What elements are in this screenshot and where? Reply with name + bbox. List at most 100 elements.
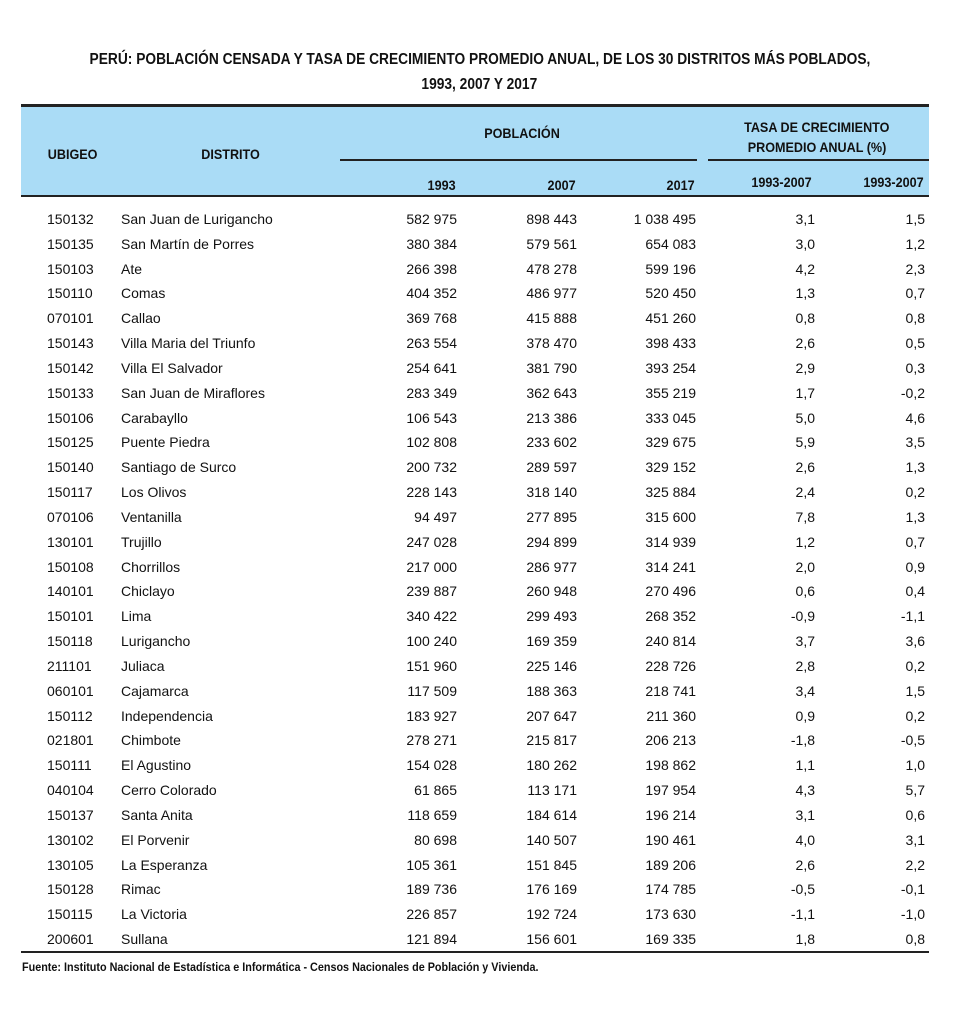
table-row: 150128 Rimac 189 736 176 169 174 785 -0,5 -0,1: [21, 877, 929, 902]
cell-tasa-1: 3,1: [795, 806, 815, 823]
cell-tasa-2: 1,3: [905, 459, 925, 476]
cell-distrito: Cerro Colorado: [121, 782, 217, 799]
cell-ubigeo: 150137: [47, 806, 94, 823]
cell-pob-2017: 198 862: [645, 757, 696, 774]
cell-ubigeo: 150140: [47, 459, 94, 476]
cell-distrito: La Victoria: [121, 906, 187, 923]
header-tasa-line1: TASA DE CRECIMIENTO: [744, 119, 890, 135]
table-row: 150111 El Agustino 154 028 180 262 198 862 1,…: [21, 753, 929, 778]
cell-ubigeo: 200601: [47, 931, 94, 948]
cell-pob-2017: 189 206: [645, 856, 696, 873]
cell-ubigeo: 130105: [47, 856, 94, 873]
cell-distrito: Chiclayo: [121, 583, 175, 600]
cell-tasa-2: 0,2: [905, 657, 925, 674]
cell-tasa-2: 0,7: [905, 285, 925, 302]
cell-pob-1993: 254 641: [406, 359, 457, 376]
cell-distrito: El Agustino: [121, 757, 192, 774]
cell-pob-1993: 121 894: [406, 931, 457, 948]
table-row: 150140 Santiago de Surco 200 732 289 597 329…: [21, 455, 929, 480]
table-row: 150101 Lima 340 422 299 493 268 352 -0,9 -1,1: [21, 604, 929, 629]
cell-tasa-1: 5,0: [795, 409, 815, 426]
cell-distrito: Los Olivos: [121, 484, 187, 501]
cell-pob-2017: 355 219: [645, 384, 696, 401]
header-rate1: 1993-2007: [751, 174, 812, 190]
cell-distrito: Juliaca: [121, 657, 165, 674]
cell-tasa-2: 0,6: [905, 806, 925, 823]
table-row: 150110 Comas 404 352 486 977 520 450 1,3 0,7: [21, 281, 929, 306]
cell-tasa-2: -0,5: [900, 732, 925, 749]
cell-tasa-2: 0,3: [905, 359, 925, 376]
cell-tasa-2: 1,0: [905, 757, 925, 774]
cell-ubigeo: 150108: [47, 558, 94, 575]
cell-pob-2017: 315 600: [645, 508, 696, 525]
cell-tasa-2: -1,0: [900, 906, 925, 923]
cell-ubigeo: 130101: [47, 533, 94, 550]
cell-pob-2007: 225 146: [526, 657, 577, 674]
cell-pob-1993: 340 422: [406, 608, 457, 625]
cell-distrito: Rimac: [121, 881, 161, 898]
cell-distrito: Cajamarca: [121, 682, 189, 699]
table-row: 150135 San Martín de Porres 380 384 579 561…: [21, 232, 929, 257]
cell-tasa-2: 1,2: [905, 235, 925, 252]
table-row: 021801 Chimbote 278 271 215 817 206 213 -1,8 -…: [21, 728, 929, 753]
cell-pob-2017: 197 954: [645, 782, 696, 799]
cell-ubigeo: 150112: [47, 707, 93, 724]
cell-ubigeo: 150128: [47, 881, 94, 898]
cell-tasa-1: 1,1: [795, 757, 815, 774]
cell-tasa-1: -1,8: [790, 732, 815, 749]
cell-tasa-1: 3,0: [795, 235, 815, 252]
cell-ubigeo: 150115: [47, 906, 93, 923]
tasa-divider: [708, 159, 929, 161]
cell-pob-1993: 369 768: [406, 310, 457, 327]
cell-pob-2017: 268 352: [645, 608, 696, 625]
cell-distrito: Callao: [121, 310, 161, 327]
cell-pob-1993: 117 509: [407, 682, 457, 699]
cell-pob-2017: 314 241: [645, 558, 696, 575]
poblacion-divider: [340, 159, 697, 161]
cell-pob-2017: 314 939: [645, 533, 696, 550]
table-row: 070106 Ventanilla 94 497 277 895 315 600 7,8 1…: [21, 505, 929, 530]
table-row: 211101 Juliaca 151 960 225 146 228 726 2,8 0,2: [21, 654, 929, 679]
cell-ubigeo: 150111: [47, 757, 92, 774]
cell-tasa-2: 3,1: [905, 831, 925, 848]
cell-distrito: La Esperanza: [121, 856, 208, 873]
cell-tasa-1: 2,4: [795, 484, 815, 501]
cell-tasa-1: 1,3: [795, 285, 815, 302]
cell-pob-1993: 61 865: [414, 782, 457, 799]
cell-tasa-1: 4,0: [795, 831, 815, 848]
cell-pob-1993: 94 497: [414, 508, 457, 525]
cell-tasa-1: 0,8: [795, 310, 815, 327]
cell-pob-2007: 277 895: [526, 508, 577, 525]
cell-pob-2007: 898 443: [526, 211, 577, 227]
cell-pob-2007: 286 977: [526, 558, 577, 575]
cell-tasa-1: 1,2: [795, 533, 815, 550]
cell-pob-2007: 233 602: [526, 434, 577, 451]
cell-tasa-1: 2,9: [795, 359, 815, 376]
cell-ubigeo: 211101: [47, 657, 92, 674]
cell-distrito: Chorrillos: [121, 558, 181, 575]
cell-ubigeo: 150142: [47, 359, 94, 376]
cell-pob-2017: 329 152: [645, 459, 696, 476]
cell-tasa-2: 3,5: [905, 434, 925, 451]
table-row: 150142 Villa El Salvador 254 641 381 790 393…: [21, 356, 929, 381]
cell-ubigeo: 150125: [47, 434, 94, 451]
cell-pob-2007: 169 359: [526, 633, 577, 650]
cell-tasa-1: 5,9: [795, 434, 815, 451]
cell-pob-2007: 362 643: [526, 384, 577, 401]
cell-pob-2007: 415 888: [526, 310, 577, 327]
cell-pob-1993: 217 000: [406, 558, 457, 575]
cell-tasa-2: 5,7: [905, 782, 925, 799]
cell-ubigeo: 150135: [47, 235, 94, 252]
cell-tasa-2: 1,5: [905, 211, 925, 227]
cell-pob-1993: 154 028: [406, 757, 457, 774]
cell-ubigeo: 150103: [47, 260, 94, 277]
cell-pob-1993: 105 361: [406, 856, 457, 873]
cell-tasa-1: -0,9: [790, 608, 815, 625]
cell-ubigeo: 150133: [47, 384, 94, 401]
cell-ubigeo: 150143: [47, 335, 94, 352]
cell-tasa-2: 0,5: [905, 335, 925, 352]
header-2017: 2017: [666, 177, 695, 193]
cell-distrito: Santiago de Surco: [121, 459, 237, 476]
cell-pob-2007: 215 817: [526, 732, 577, 749]
cell-pob-1993: 200 732: [406, 459, 457, 476]
